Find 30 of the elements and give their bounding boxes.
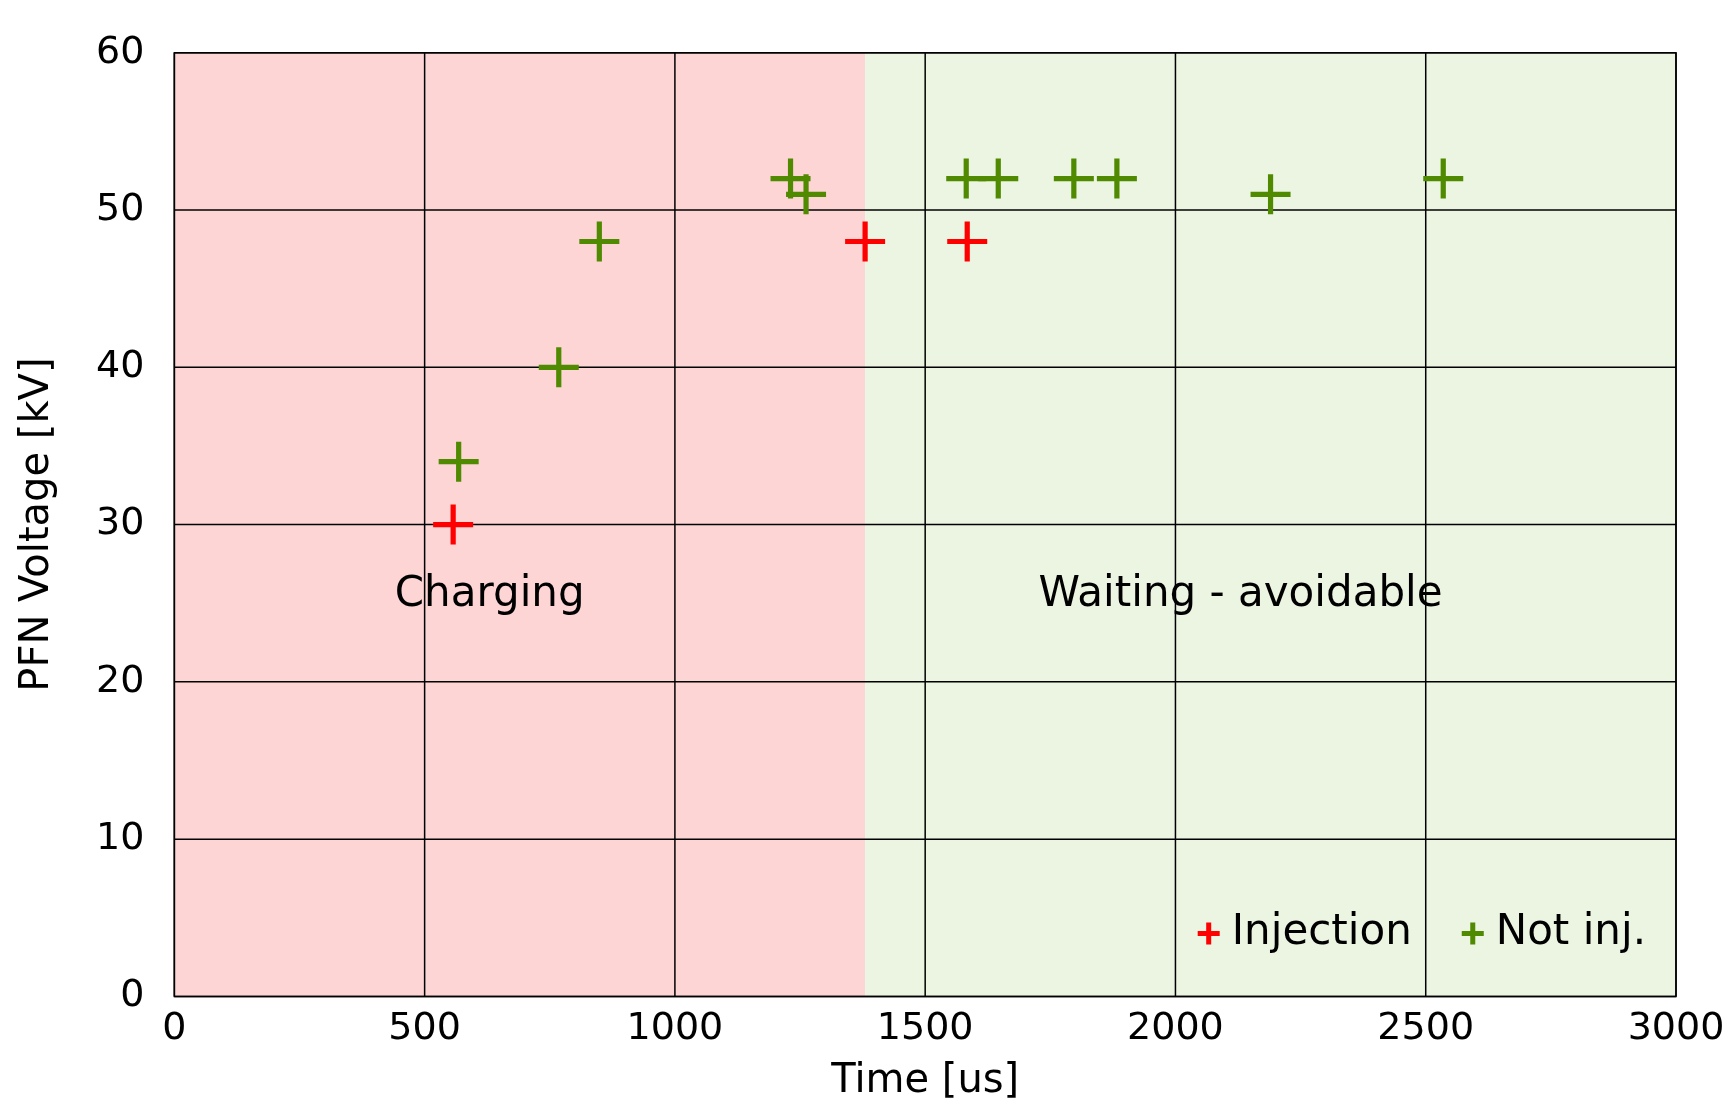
x-tick-label: 1000 [626, 1004, 724, 1049]
y-tick-label: 10 [95, 814, 145, 859]
legend-label: Injection [1231, 905, 1412, 955]
y-tick-label: 30 [95, 499, 145, 544]
point [1096, 158, 1137, 199]
x-tick-label: 500 [388, 1004, 461, 1049]
x-axis-title: Time [us] [830, 1055, 1020, 1102]
y-tick-label: 0 [120, 971, 145, 1016]
point [1053, 158, 1094, 199]
point [1423, 158, 1464, 199]
x-tick-label: 2000 [1127, 1004, 1224, 1049]
point [947, 221, 988, 262]
y-tick-label: 40 [95, 342, 145, 387]
x-tick-label: 1500 [876, 1004, 974, 1049]
legend-label: Not inj. [1495, 905, 1647, 955]
y-axis-title: PFN Voltage [kV] [11, 357, 58, 692]
point [786, 174, 827, 215]
x-tick-label: 3000 [1627, 1004, 1725, 1049]
point [433, 504, 474, 545]
y-tick-label: 60 [95, 27, 145, 72]
x-tick-label: 0 [162, 1004, 187, 1049]
y-tick-label: 50 [95, 184, 145, 229]
x-tick-label: 2500 [1377, 1004, 1475, 1049]
point [1250, 174, 1291, 215]
point [438, 441, 479, 482]
point [845, 221, 886, 262]
point [579, 221, 620, 262]
point [538, 347, 579, 388]
point [978, 158, 1019, 199]
y-tick-label: 20 [95, 656, 145, 701]
